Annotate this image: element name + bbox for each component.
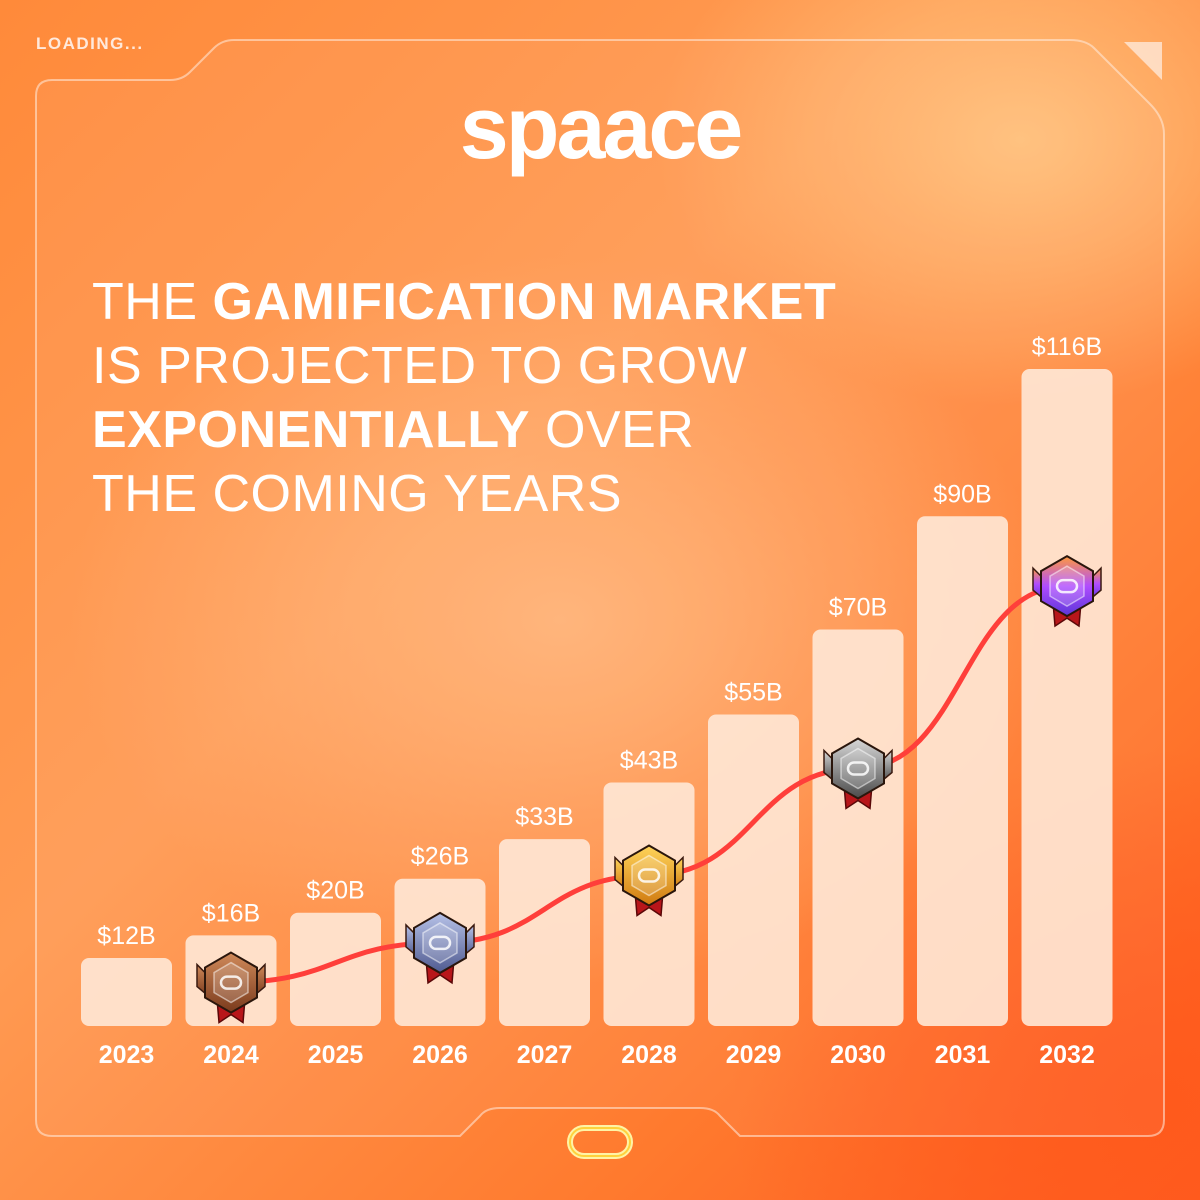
brand-logo: spaace [0, 84, 1200, 172]
headline-line-3: EXPONENTIALLY OVER [92, 398, 836, 462]
tick-label-2032: 2032 [1039, 1041, 1095, 1069]
value-label-2024: $16B [202, 899, 260, 927]
tick-label-2028: 2028 [621, 1041, 677, 1069]
headline-line1-pre: THE [92, 273, 213, 331]
steel-badge-icon [405, 911, 475, 985]
value-label-2023: $12B [97, 922, 155, 950]
bar-2027 [499, 839, 590, 1026]
gold-badge-icon [614, 844, 684, 917]
silver-badge-icon [823, 737, 893, 810]
value-label-2028: $43B [620, 746, 678, 774]
headline-line-1: THE GAMIFICATION MARKET [92, 270, 836, 334]
headline: THE GAMIFICATION MARKET IS PROJECTED TO … [92, 270, 836, 526]
tick-label-2023: 2023 [99, 1041, 155, 1069]
bar-2025 [290, 912, 381, 1026]
tick-label-2024: 2024 [203, 1041, 259, 1069]
headline-line-4: THE COMING YEARS [92, 465, 623, 523]
tick-label-2031: 2031 [935, 1041, 991, 1069]
tick-label-2030: 2030 [830, 1041, 886, 1069]
bar-2031 [917, 516, 1008, 1026]
loading-status: LOADING... [36, 34, 144, 53]
headline-line1-bold: GAMIFICATION MARKET [212, 273, 837, 331]
bar-2023 [81, 958, 172, 1026]
headline-line3-post: OVER [530, 401, 695, 459]
tick-label-2027: 2027 [517, 1041, 573, 1069]
value-label-2031: $90B [933, 480, 991, 508]
headline-line3-bold: EXPONENTIALLY [92, 401, 530, 459]
tick-label-2025: 2025 [308, 1041, 364, 1069]
value-label-2029: $55B [724, 678, 782, 706]
bottom-logo-icon [567, 1125, 633, 1159]
bar-2032 [1021, 369, 1113, 1026]
tick-label-2026: 2026 [412, 1041, 468, 1069]
value-label-2027: $33B [515, 803, 573, 831]
tick-label-2029: 2029 [726, 1041, 782, 1069]
value-label-2026: $26B [411, 843, 469, 871]
bronze-badge-icon [196, 951, 266, 1024]
purple-badge-icon [1032, 554, 1102, 628]
bar-2029 [708, 714, 799, 1026]
value-label-2032: $116B [1032, 333, 1102, 361]
headline-line-2: IS PROJECTED TO GROW [92, 337, 748, 395]
brand-name: spaace [459, 78, 743, 177]
value-label-2030: $70B [829, 594, 887, 622]
bar-2030 [812, 629, 904, 1026]
value-label-2025: $20B [306, 877, 364, 905]
